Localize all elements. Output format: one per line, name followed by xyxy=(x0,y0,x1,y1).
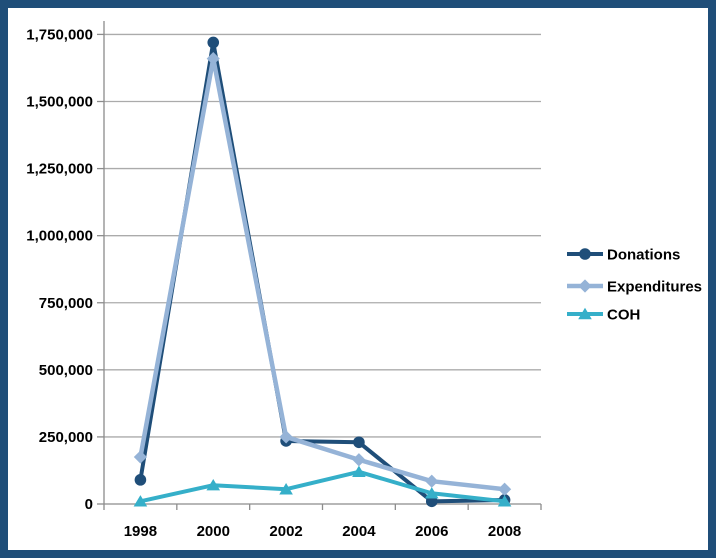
legend-item-coh: COH xyxy=(567,307,640,324)
y-axis-label: 0 xyxy=(85,496,93,513)
data-point-expenditures-2008 xyxy=(497,482,512,496)
legend-marker-donations-icon xyxy=(579,248,591,260)
chart-legend: Donations Expenditures COH xyxy=(567,247,702,324)
data-point-donations-1998 xyxy=(134,474,147,486)
y-axis-label: 1,500,000 xyxy=(26,94,93,111)
x-axis-label: 2006 xyxy=(415,523,448,540)
data-point-donations-2004 xyxy=(353,436,365,449)
data-point-expenditures-1998 xyxy=(133,450,148,464)
data-point-expenditures-2000 xyxy=(206,51,220,66)
series-line-coh xyxy=(138,469,507,504)
y-axis-label: 1,000,000 xyxy=(26,228,93,245)
x-axis-label: 2000 xyxy=(197,523,230,540)
data-point-expenditures-2002 xyxy=(279,430,293,444)
legend-label-expenditures: Expenditures xyxy=(607,279,702,296)
y-axis-label: 1,750,000 xyxy=(26,26,93,43)
series-line-donations xyxy=(138,40,507,504)
legend-marker-expenditures-icon xyxy=(578,279,592,293)
legend-item-expenditures: Expenditures xyxy=(567,279,702,296)
legend-label-coh: COH xyxy=(607,307,640,324)
legend-label-donations: Donations xyxy=(607,247,680,264)
x-axis-label: 2004 xyxy=(342,523,376,540)
y-axis-label: 500,000 xyxy=(39,362,93,379)
legend-item-donations: Donations xyxy=(567,247,680,264)
data-point-donations-2000 xyxy=(207,36,220,49)
data-point-coh-2004 xyxy=(352,465,366,477)
x-axis-label: 2008 xyxy=(488,523,521,540)
legend-marker-coh-icon xyxy=(578,307,592,320)
y-axis-label: 250,000 xyxy=(39,429,93,446)
series-line-expenditures xyxy=(138,56,507,492)
data-point-expenditures-2004 xyxy=(352,453,366,467)
data-point-coh-2000 xyxy=(206,479,221,491)
x-axis-label: 2002 xyxy=(269,523,302,540)
data-point-coh-2006 xyxy=(424,487,439,499)
data-point-coh-2002 xyxy=(279,483,293,495)
y-axis-label: 1,250,000 xyxy=(26,161,93,178)
data-point-coh-2008 xyxy=(497,495,512,507)
data-point-expenditures-2006 xyxy=(425,474,439,488)
y-axis-label: 750,000 xyxy=(39,295,93,312)
data-point-coh-1998 xyxy=(133,495,148,507)
x-axis-label: 1998 xyxy=(124,523,157,540)
